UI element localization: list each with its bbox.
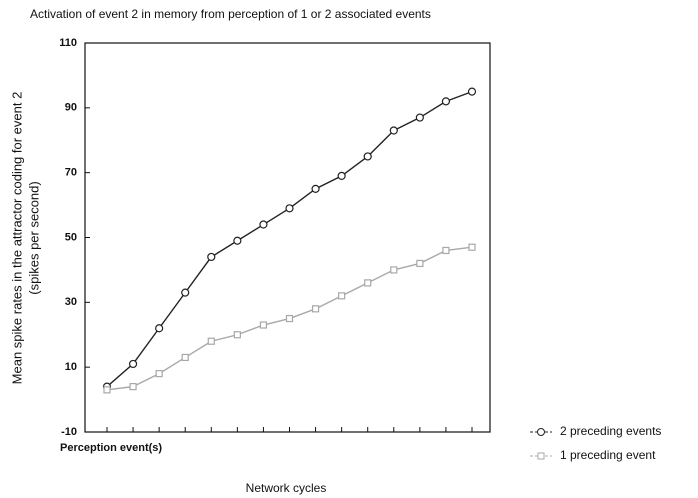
y-tick-label: -10 — [61, 426, 77, 438]
series-line — [106, 90, 473, 388]
point — [233, 331, 241, 339]
point — [207, 252, 216, 262]
y-tick-label: 50 — [65, 231, 77, 243]
point — [181, 288, 190, 297]
point — [259, 321, 268, 329]
y-axis-label: (spikes per second) — [26, 181, 41, 294]
point — [285, 314, 294, 323]
point — [389, 126, 398, 135]
y-tick-label: 10 — [65, 361, 77, 373]
y-tick-label: 110 — [59, 37, 77, 49]
point — [207, 337, 215, 345]
chart-title: Activation of event 2 in memory from per… — [30, 7, 431, 21]
point — [129, 383, 137, 391]
y-tick-label: 90 — [65, 102, 77, 114]
legend-label: 1 preceding event — [560, 448, 656, 462]
plot-frame — [84, 42, 491, 433]
point — [467, 87, 477, 96]
point — [337, 171, 346, 181]
point — [259, 220, 268, 229]
point — [181, 353, 189, 362]
point — [390, 266, 398, 274]
point — [415, 113, 424, 122]
legend-label: 2 preceding events — [560, 424, 661, 438]
y-tick-label: 30 — [65, 296, 77, 308]
point — [441, 97, 451, 106]
point — [338, 292, 346, 300]
y-tick-label: 70 — [65, 167, 77, 179]
point — [128, 359, 138, 369]
legend-marker — [537, 452, 545, 460]
point — [364, 279, 372, 287]
point — [363, 152, 372, 161]
point — [155, 324, 164, 333]
point — [468, 243, 476, 251]
point — [155, 370, 163, 378]
legend-marker — [537, 428, 545, 436]
point — [311, 184, 320, 193]
y-axis-label: Mean spike rates in the attractor coding… — [9, 92, 24, 385]
point — [442, 246, 450, 255]
x-tick-label: Perception event(s) — [60, 442, 162, 454]
point — [233, 236, 242, 245]
point — [416, 259, 424, 268]
point — [103, 386, 111, 394]
point — [285, 204, 294, 213]
point — [311, 305, 320, 313]
x-axis-label: Network cycles — [246, 481, 327, 495]
